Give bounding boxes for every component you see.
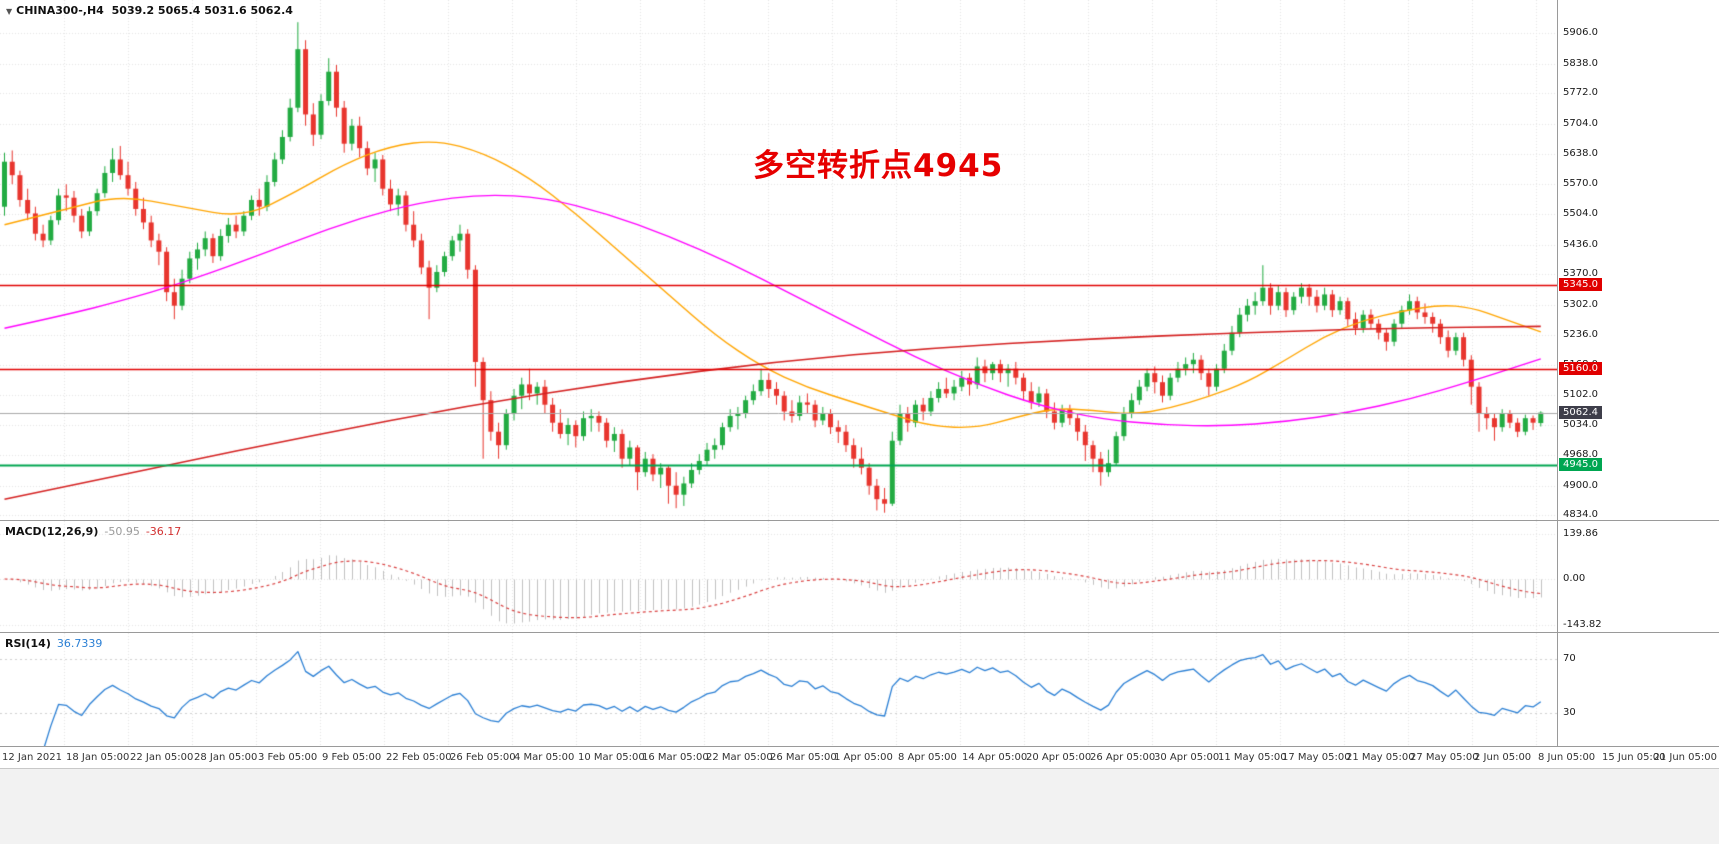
rsi-panel: RSI(14) 36.7339 70 30 xyxy=(0,632,1719,747)
time-axis-label: 26 Mar 05:00 xyxy=(770,752,837,763)
price-axis-tick: 5704.0 xyxy=(1563,117,1598,129)
rsi-axis-tick: 70 xyxy=(1563,653,1576,664)
price-axis[interactable]: 5906.0 5838.0 5772.0 5704.0 5638.0 5570.0 5504… xyxy=(1557,0,1719,520)
time-axis-label: 1 Apr 05:00 xyxy=(834,752,893,763)
chevron-down-icon[interactable]: ▼ xyxy=(6,7,13,16)
current-price-badge: 5062.4 xyxy=(1559,405,1602,419)
rsi-value: 36.7339 xyxy=(56,637,103,650)
macd-axis-tick: 0.00 xyxy=(1563,573,1586,584)
rsi-axis-tick: 30 xyxy=(1563,707,1576,718)
time-axis[interactable]: 12 Jan 2021 18 Jan 05:00 22 Jan 05:00 28 Ja… xyxy=(0,746,1719,769)
time-axis-label: 21 May 05:00 xyxy=(1346,752,1415,763)
macd-signal-value: -36.17 xyxy=(145,525,182,538)
time-axis-label: 21 Jun 05:00 xyxy=(1653,752,1717,763)
time-axis-label: 4 Mar 05:00 xyxy=(514,752,575,763)
bottom-strip xyxy=(0,768,1719,844)
symbol-info: ▼ CHINA300-,H4 5039.2 5065.4 5031.6 5062.… xyxy=(6,4,293,17)
macd-main-value: -50.95 xyxy=(104,525,140,538)
time-axis-label: 2 Jun 05:00 xyxy=(1474,752,1532,763)
price-axis-tick: 4968.0 xyxy=(1563,449,1598,461)
price-axis-tick: 5370.0 xyxy=(1563,268,1598,280)
price-axis-tick: 5772.0 xyxy=(1563,87,1598,99)
macd-chart-canvas[interactable] xyxy=(0,521,1557,633)
rsi-chart-canvas[interactable] xyxy=(0,633,1557,747)
time-axis-label: 20 Apr 05:00 xyxy=(1026,752,1092,763)
time-axis-label: 18 Jan 05:00 xyxy=(66,752,130,763)
rsi-axis[interactable]: 70 30 xyxy=(1557,633,1719,747)
price-axis-tick: 5838.0 xyxy=(1563,57,1598,69)
time-axis-label: 14 Apr 05:00 xyxy=(962,752,1028,763)
time-axis-label: 11 May 05:00 xyxy=(1218,752,1287,763)
rsi-name: RSI(14) xyxy=(5,637,51,650)
time-axis-label: 22 Mar 05:00 xyxy=(706,752,773,763)
price-axis-tick: 5638.0 xyxy=(1563,147,1598,159)
macd-panel: MACD(12,26,9) -50.95 -36.17 139.86 0.00 -143… xyxy=(0,520,1719,633)
time-axis-label: 28 Jan 05:00 xyxy=(194,752,258,763)
macd-axis[interactable]: 139.86 0.00 -143.82 xyxy=(1557,521,1719,633)
time-axis-label: 8 Apr 05:00 xyxy=(898,752,957,763)
price-axis-tick: 5504.0 xyxy=(1563,207,1598,219)
price-axis-tick: 5102.0 xyxy=(1563,388,1598,400)
time-axis-label: 15 Jun 05:00 xyxy=(1602,752,1666,763)
rsi-label: RSI(14) 36.7339 xyxy=(5,637,102,650)
time-axis-label: 27 May 05:00 xyxy=(1410,752,1479,763)
time-axis-label: 9 Feb 05:00 xyxy=(322,752,382,763)
time-axis-label: 22 Jan 05:00 xyxy=(130,752,194,763)
turning-point-annotation[interactable]: 多空转折点4945 xyxy=(753,148,1004,184)
price-axis-tick: 5436.0 xyxy=(1563,238,1598,250)
time-axis-label: 3 Feb 05:00 xyxy=(258,752,318,763)
price-axis-tick: 4834.0 xyxy=(1563,509,1598,521)
time-axis-label: 16 Mar 05:00 xyxy=(642,752,709,763)
macd-label: MACD(12,26,9) -50.95 -36.17 xyxy=(5,525,181,538)
main-chart-panel: ▼ CHINA300-,H4 5039.2 5065.4 5031.6 5062.… xyxy=(0,0,1719,521)
time-axis-label: 8 Jun 05:00 xyxy=(1538,752,1596,763)
time-axis-label: 30 Apr 05:00 xyxy=(1154,752,1220,763)
candlestick-chart-canvas[interactable] xyxy=(0,0,1557,520)
symbol-timeframe-label: CHINA300-,H4 xyxy=(16,4,104,17)
price-level-badge: 4945.0 xyxy=(1559,458,1602,472)
time-axis-label: 10 Mar 05:00 xyxy=(578,752,645,763)
price-axis-tick: 5236.0 xyxy=(1563,328,1598,340)
macd-axis-tick: 139.86 xyxy=(1563,528,1598,540)
price-axis-tick: 5906.0 xyxy=(1563,27,1598,38)
price-axis-tick: 5570.0 xyxy=(1563,178,1598,190)
ohlc-values: 5039.2 5065.4 5031.6 5062.4 xyxy=(111,4,293,17)
price-level-badge: 5345.0 xyxy=(1559,278,1602,292)
price-axis-tick: 4900.0 xyxy=(1563,479,1598,491)
price-level-badge: 5160.0 xyxy=(1559,361,1602,375)
price-axis-tick: 5302.0 xyxy=(1563,298,1598,310)
macd-axis-tick: -143.82 xyxy=(1563,619,1602,631)
macd-name: MACD(12,26,9) xyxy=(5,525,99,538)
time-axis-label: 26 Apr 05:00 xyxy=(1090,752,1156,763)
price-axis-tick: 5034.0 xyxy=(1563,419,1598,431)
time-axis-label: 22 Feb 05:00 xyxy=(386,752,452,763)
time-axis-label: 12 Jan 2021 xyxy=(2,752,62,763)
time-axis-label: 26 Feb 05:00 xyxy=(450,752,516,763)
time-axis-label: 17 May 05:00 xyxy=(1282,752,1351,763)
